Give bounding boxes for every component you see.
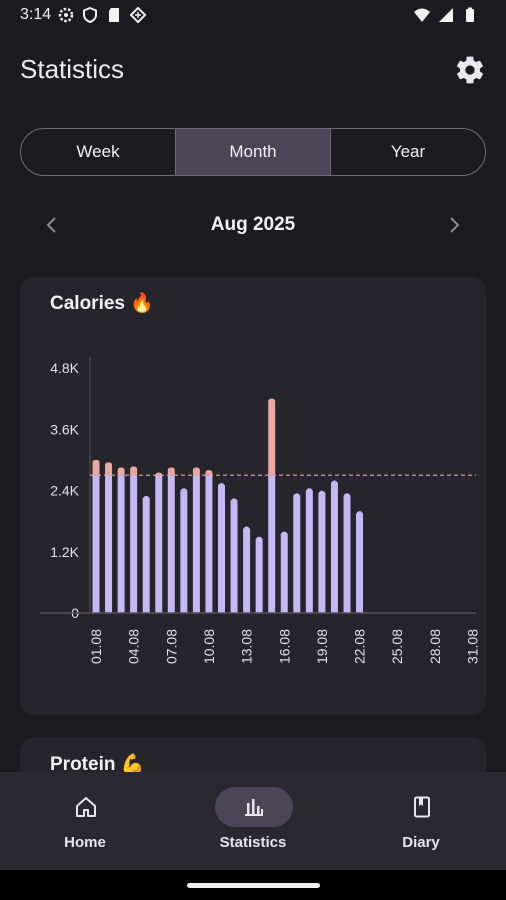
bar-chart-icon	[245, 799, 263, 816]
bar-cap-21.08	[343, 493, 351, 500]
bar-19.08	[318, 493, 326, 613]
bar-20.08	[330, 482, 338, 613]
chevron-right-icon[interactable]	[442, 213, 466, 237]
bar-over-goal-03.08	[117, 467, 125, 476]
nav-label-statistics: Statistics	[219, 834, 287, 851]
bottom-navigation: Home Statistics Diary	[0, 772, 506, 870]
x-tick-label: 07.08	[163, 629, 179, 664]
bar-14.08	[255, 538, 263, 613]
bar-01.08	[92, 475, 100, 613]
app-icon	[130, 7, 146, 23]
bar-13.08	[243, 528, 251, 613]
bar-cap-16.08	[280, 531, 288, 539]
status-time: 3:14	[20, 6, 52, 23]
gesture-bar	[0, 870, 506, 900]
bar-22.08	[356, 513, 364, 613]
y-tick-label: 1.2K	[50, 544, 79, 560]
bar-09.08	[192, 475, 200, 613]
x-tick-label: 01.08	[88, 629, 104, 664]
calories-card: Calories 🔥 0 1.2K 2.4K 3.6K 4.8K 01.08 04.08 07…	[20, 277, 486, 715]
month-navigation: Aug 2025	[20, 205, 486, 245]
battery-icon	[466, 7, 474, 22]
protein-card-title: Protein 💪	[50, 754, 145, 775]
bar-18.08	[305, 490, 313, 613]
x-tick-label: 28.08	[427, 629, 443, 664]
bar-cap-11.08	[218, 483, 225, 490]
book-icon	[414, 796, 430, 818]
bar-06.08	[155, 475, 163, 613]
nav-item-diary[interactable]: Diary	[337, 772, 505, 870]
bar-02.08	[105, 475, 113, 613]
bar-over-goal-09.08	[192, 467, 200, 476]
shield-icon	[83, 7, 97, 23]
bar-cap-17.08	[293, 493, 301, 500]
month-label: Aug 2025	[210, 214, 296, 235]
bar-cap-05.08	[142, 495, 150, 503]
nav-label-diary: Diary	[402, 834, 440, 851]
x-tick-label: 13.08	[239, 629, 255, 664]
status-icons-right	[414, 7, 478, 23]
bar-05.08	[142, 498, 150, 613]
bar-cap-14.08	[255, 536, 263, 544]
bar-cap-20.08	[331, 480, 338, 488]
bar-cap-22.08	[356, 511, 363, 518]
tab-year[interactable]: Year	[330, 129, 485, 175]
nav-item-statistics[interactable]: Statistics	[169, 772, 337, 870]
bar-over-goal-15.08	[268, 398, 276, 476]
calories-card-title: Calories 🔥	[50, 293, 154, 314]
page-title: Statistics	[20, 54, 125, 84]
period-selector: Week Month Year	[20, 128, 486, 176]
x-tick-label: 22.08	[352, 629, 368, 664]
bar-over-goal-07.08	[167, 467, 175, 476]
bar-over-goal-10.08	[205, 470, 213, 476]
bar-08.08	[180, 490, 188, 613]
status-bar: 3:14	[0, 0, 506, 32]
tab-week[interactable]: Week	[76, 142, 120, 161]
bar-cap-18.08	[306, 488, 313, 495]
bar-over-goal-04.08	[130, 466, 138, 476]
x-tick-label: 04.08	[126, 629, 142, 664]
bar-07.08	[167, 475, 175, 613]
x-tick-label: 10.08	[201, 629, 217, 664]
chevron-left-icon[interactable]	[40, 213, 64, 237]
x-tick-label: 19.08	[314, 629, 330, 664]
bar-21.08	[343, 495, 351, 613]
bar-cap-19.08	[318, 490, 326, 498]
gear-icon[interactable]	[454, 54, 486, 86]
bar-11.08	[218, 485, 225, 613]
bar-cap-08.08	[180, 488, 188, 495]
x-tick-label: 16.08	[276, 629, 292, 664]
bar-10.08	[205, 475, 213, 613]
bar-17.08	[293, 495, 301, 613]
bar-12.08	[230, 500, 238, 613]
y-tick-label: 3.6K	[50, 421, 79, 437]
bar-03.08	[117, 475, 125, 613]
bar-16.08	[280, 533, 288, 613]
bar-over-goal-02.08	[105, 462, 113, 476]
settings-icon	[58, 7, 74, 23]
y-tick-label: 4.8K	[50, 360, 79, 376]
x-tick-label: 31.08	[465, 629, 481, 664]
tab-month[interactable]: Month	[175, 129, 330, 175]
signal-icon	[439, 8, 453, 22]
nav-item-home[interactable]: Home	[1, 772, 169, 870]
bar-cap-12.08	[230, 498, 238, 506]
bar-over-goal-01.08	[92, 459, 100, 476]
wifi-icon	[414, 8, 430, 22]
bar-04.08	[130, 475, 138, 613]
status-icons-left	[58, 7, 146, 23]
sd-card-icon	[109, 8, 119, 22]
gesture-handle[interactable]	[187, 883, 320, 888]
bar-cap-13.08	[243, 526, 250, 534]
bar-15.08	[268, 475, 276, 613]
x-tick-label: 25.08	[389, 629, 405, 664]
nav-label-home: Home	[64, 834, 106, 851]
home-icon	[76, 797, 96, 817]
y-tick-label: 2.4K	[50, 483, 79, 499]
